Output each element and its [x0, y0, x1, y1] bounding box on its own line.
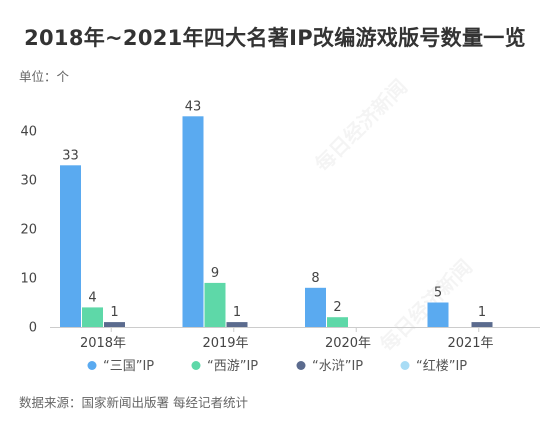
- legend-label: “三国”IP: [103, 359, 154, 374]
- bar-value-label: 4: [88, 290, 96, 305]
- bar: [182, 116, 204, 327]
- bar-value-label: 43: [185, 99, 202, 114]
- x-tick-label: 2020年: [325, 336, 371, 351]
- bar: [226, 322, 248, 327]
- y-tick-label: 10: [20, 272, 37, 287]
- y-tick-label: 20: [20, 223, 37, 238]
- y-tick-label: 30: [20, 174, 37, 189]
- legend-marker: [400, 361, 410, 370]
- bar: [104, 322, 125, 327]
- legend-marker: [191, 361, 201, 370]
- legend-label: “水浒”IP: [312, 359, 363, 374]
- bar: [82, 307, 103, 327]
- legend-label: “红楼”IP: [416, 358, 467, 374]
- x-tick-label: 2019年: [202, 336, 248, 351]
- bar: [427, 302, 449, 327]
- legend-label: “西游”IP: [207, 359, 258, 374]
- bar-value-label: 9: [211, 266, 219, 281]
- bar: [305, 287, 326, 327]
- bar-value-label: 33: [62, 148, 79, 163]
- bar: [60, 165, 81, 327]
- bar: [327, 317, 348, 327]
- data-source: 数据来源：国家新闻出版署 每经记者统计: [19, 395, 248, 410]
- unit-label: 单位：个: [19, 69, 70, 84]
- legend-marker: [296, 361, 306, 370]
- bar-value-label: 8: [311, 271, 319, 286]
- bar-value-label: 5: [434, 286, 442, 301]
- bar: [471, 322, 493, 327]
- bar-chart: 01020304033412018年43912019年822020年512021…: [20, 99, 540, 374]
- y-tick-label: 40: [20, 125, 37, 140]
- bar-value-label: 2: [333, 300, 341, 315]
- y-tick-label: 0: [29, 321, 37, 336]
- chart-title: 2018年~2021年四大名著IP改编游戏版号数量一览: [24, 26, 526, 50]
- bar-value-label: 1: [478, 305, 486, 320]
- bar: [204, 282, 226, 327]
- bar-value-label: 1: [233, 305, 241, 320]
- x-tick-label: 2018年: [80, 336, 126, 351]
- legend-marker: [87, 361, 97, 370]
- x-tick-label: 2021年: [447, 336, 493, 351]
- bar-value-label: 1: [110, 305, 118, 320]
